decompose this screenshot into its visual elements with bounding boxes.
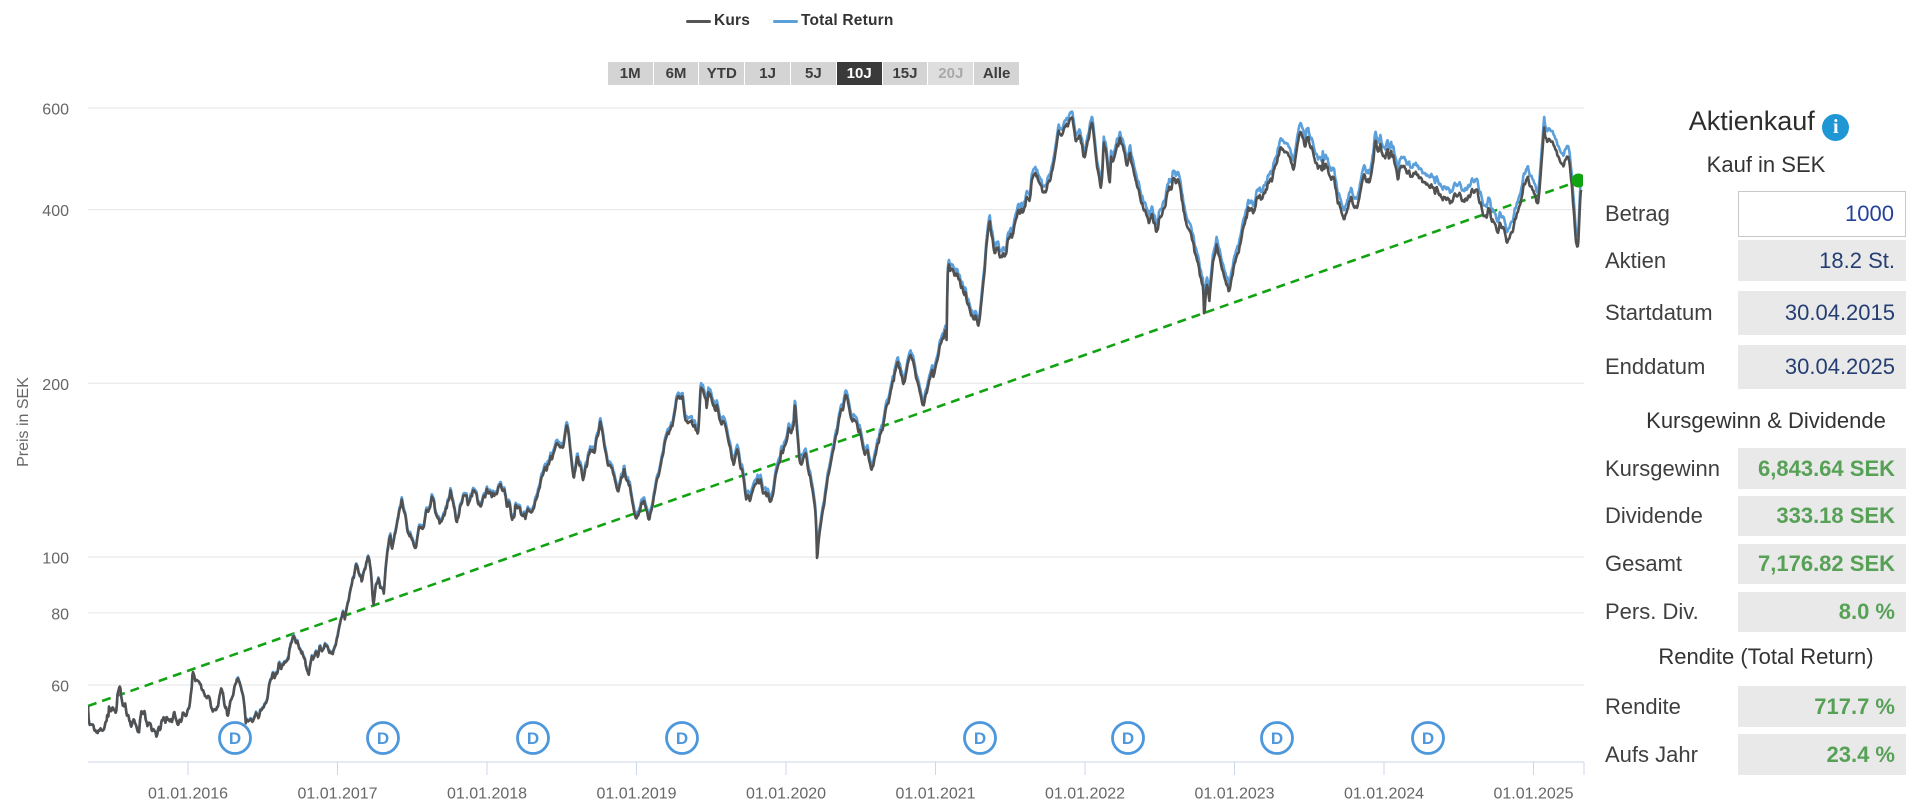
- svg-text:80: 80: [51, 606, 69, 623]
- svg-text:100: 100: [42, 551, 69, 568]
- svg-text:01.01.2021: 01.01.2021: [895, 786, 975, 803]
- svg-text:D: D: [1122, 729, 1134, 748]
- svg-text:60: 60: [51, 679, 69, 696]
- svg-text:01.01.2023: 01.01.2023: [1194, 786, 1274, 803]
- svg-text:D: D: [974, 729, 986, 748]
- svg-text:200: 200: [42, 377, 69, 394]
- svg-text:01.01.2022: 01.01.2022: [1045, 786, 1125, 803]
- svg-text:D: D: [377, 729, 389, 748]
- svg-text:Preis in SEK: Preis in SEK: [15, 377, 32, 467]
- svg-text:01.01.2018: 01.01.2018: [447, 786, 527, 803]
- svg-text:01.01.2016: 01.01.2016: [148, 786, 228, 803]
- svg-text:400: 400: [42, 203, 69, 220]
- svg-text:D: D: [527, 729, 539, 748]
- svg-text:01.01.2024: 01.01.2024: [1344, 786, 1424, 803]
- svg-text:01.01.2017: 01.01.2017: [297, 786, 377, 803]
- svg-text:01.01.2025: 01.01.2025: [1493, 786, 1573, 803]
- svg-text:600: 600: [42, 102, 69, 119]
- svg-text:01.01.2019: 01.01.2019: [596, 786, 676, 803]
- svg-text:01.01.2020: 01.01.2020: [746, 786, 826, 803]
- svg-text:D: D: [229, 729, 241, 748]
- svg-text:D: D: [1271, 729, 1283, 748]
- svg-text:D: D: [676, 729, 688, 748]
- svg-text:D: D: [1422, 729, 1434, 748]
